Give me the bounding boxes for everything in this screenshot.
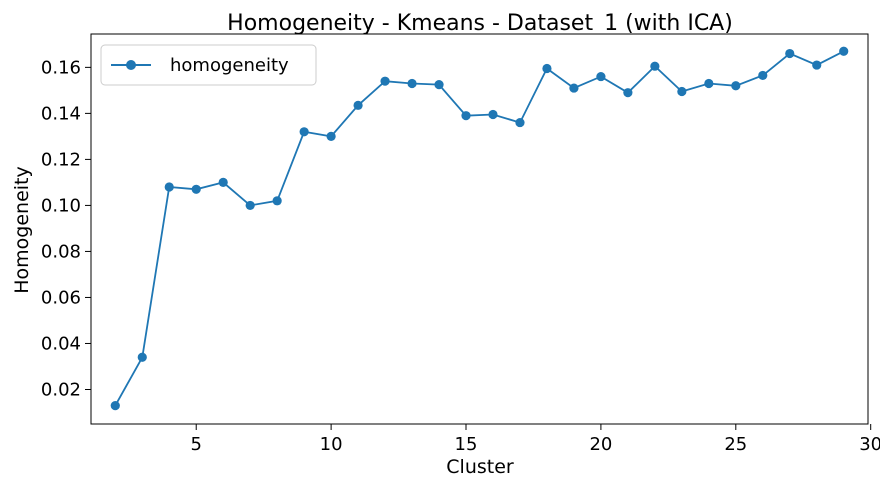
data-point: [218, 177, 228, 188]
x-tick-label: 10: [320, 434, 343, 455]
data-point: [515, 117, 525, 128]
data-point: [110, 400, 120, 411]
data-point: [434, 80, 444, 90]
y-tick-label: 0.14: [41, 103, 81, 124]
data-point: [137, 352, 147, 362]
data-point: [407, 78, 417, 89]
data-point: [704, 78, 714, 89]
y-axis: 0.02 0.04 0.06 0.08 0.10 0.12 0.14 0.16: [41, 57, 91, 400]
data-point: [758, 70, 768, 81]
data-point: [596, 71, 606, 82]
data-point: [272, 196, 282, 206]
y-axis-label: Homogeneity: [11, 166, 33, 294]
data-point: [731, 81, 741, 91]
legend-box: [100, 44, 317, 86]
data-point: [650, 61, 660, 71]
data-point: [569, 83, 579, 93]
series-line-homogeneity: [114, 50, 845, 407]
data-point: [488, 109, 498, 120]
x-tick-label: 20: [589, 434, 612, 455]
data-point: [380, 76, 390, 86]
x-axis-label: Cluster: [446, 456, 514, 478]
x-tick-label: 25: [724, 434, 747, 455]
y-tick-label: 0.08: [41, 241, 81, 262]
data-point: [839, 46, 849, 56]
data-point: [677, 86, 687, 97]
data-point: [164, 182, 174, 192]
y-tick-label: 0.04: [41, 333, 81, 354]
data-point: [191, 184, 201, 194]
y-tick-label: 0.16: [41, 57, 81, 78]
y-tick-label: 0.02: [41, 379, 81, 400]
y-tick-label: 0.10: [41, 195, 81, 216]
data-point: [326, 131, 336, 141]
x-tick-label: 5: [190, 434, 201, 455]
x-tick-label: 15: [455, 434, 478, 455]
data-point: [812, 60, 822, 70]
data-point: [623, 88, 633, 98]
legend-marker-swatch: [126, 60, 136, 70]
legend-label-homogeneity: homogeneity: [170, 55, 289, 76]
y-tick-label: 0.06: [41, 287, 81, 308]
data-point: [542, 63, 552, 74]
x-axis: 5 10 15 20 25 30: [190, 424, 880, 455]
plot-area: [90, 33, 869, 425]
data-point: [353, 100, 363, 110]
x-tick-label: 30: [859, 434, 880, 455]
data-point: [299, 127, 309, 137]
series-layer: [110, 46, 849, 411]
data-point: [245, 200, 255, 211]
chart-title: Homogeneity - Kmeans - Dataset_1 (with I…: [227, 11, 733, 36]
data-point: [785, 48, 795, 59]
y-tick-label: 0.12: [41, 149, 81, 170]
legend: homogeneity: [100, 44, 317, 86]
data-point: [461, 111, 471, 121]
